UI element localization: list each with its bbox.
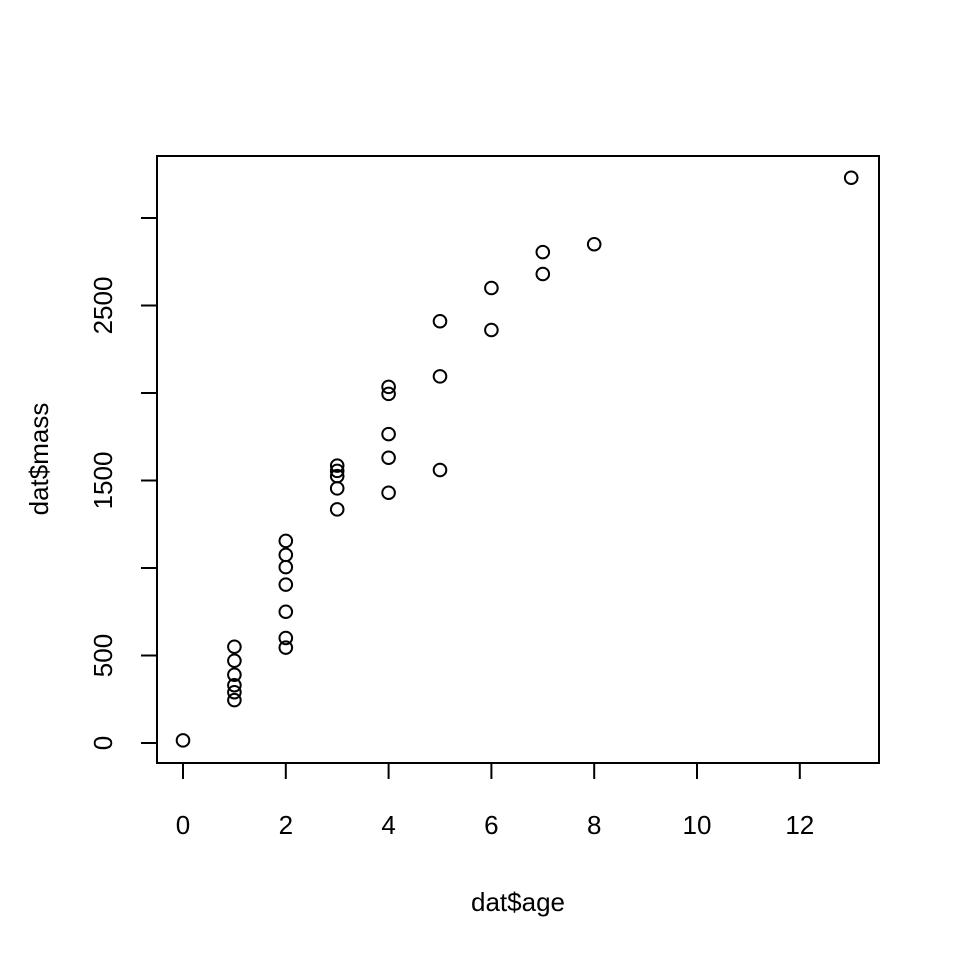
data-point — [278, 630, 294, 646]
data-point — [278, 533, 294, 549]
data-point — [843, 170, 859, 186]
x-tick-label: 6 — [484, 810, 498, 840]
y-axis-label: dat$mass — [24, 403, 54, 516]
x-tick-label: 8 — [587, 810, 601, 840]
x-axis: 0 2 4 6 8 10 12 — [176, 762, 814, 840]
data-point — [586, 236, 602, 252]
data-point — [381, 379, 396, 395]
data-point — [381, 386, 396, 402]
data-point — [227, 692, 242, 708]
data-point — [432, 462, 448, 478]
x-tick-label: 0 — [176, 810, 190, 840]
data-point — [227, 653, 242, 669]
data-point — [432, 313, 448, 329]
data-point — [278, 640, 294, 655]
data-points — [175, 170, 859, 748]
data-point — [535, 244, 551, 260]
data-point — [227, 677, 242, 693]
data-point — [329, 481, 345, 496]
data-point — [329, 458, 345, 473]
data-point — [381, 426, 396, 442]
data-point — [535, 266, 551, 282]
data-point — [227, 684, 242, 700]
data-point — [381, 485, 396, 501]
data-point — [278, 547, 294, 563]
data-point — [278, 577, 294, 592]
data-point — [484, 280, 499, 296]
y-axis: 0 500 1500 2500 — [88, 217, 158, 750]
data-point — [175, 733, 191, 748]
data-point — [381, 450, 396, 466]
data-point — [227, 639, 242, 655]
plot-frame — [156, 155, 880, 764]
data-point — [278, 559, 294, 575]
data-point — [484, 322, 499, 338]
data-point — [329, 502, 345, 517]
y-tick-label: 0 — [88, 736, 118, 750]
x-tick-label: 12 — [785, 810, 814, 840]
x-axis-label: dat$age — [471, 887, 565, 917]
y-tick-label: 2500 — [88, 277, 118, 335]
y-tick-label: 500 — [88, 634, 118, 677]
data-point — [432, 369, 448, 384]
x-tick-label: 10 — [683, 810, 712, 840]
data-point — [329, 468, 345, 484]
x-tick-label: 2 — [279, 810, 293, 840]
data-point — [329, 463, 345, 479]
x-tick-label: 4 — [381, 810, 395, 840]
y-tick-label: 1500 — [88, 452, 118, 510]
data-point — [278, 604, 294, 620]
data-point — [227, 667, 242, 683]
